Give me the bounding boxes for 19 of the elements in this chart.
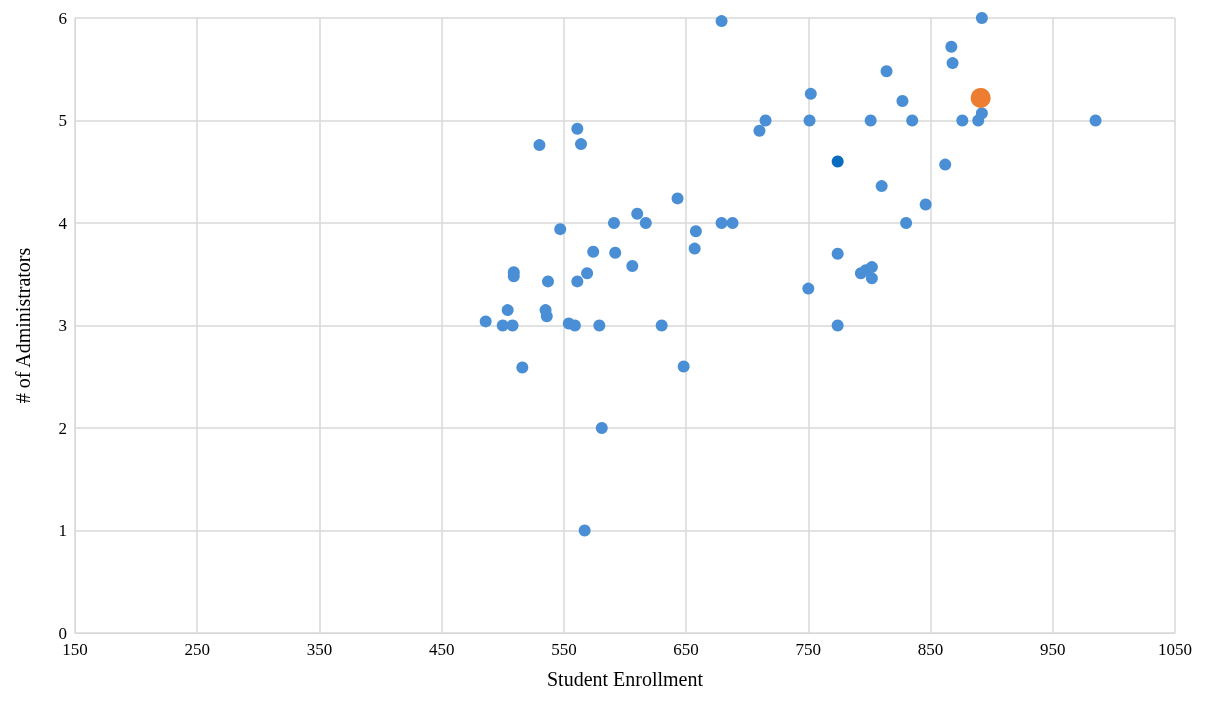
y-tick-label: 3 [58, 316, 67, 335]
x-tick-label: 550 [551, 640, 577, 659]
y-tick-label: 2 [58, 418, 67, 438]
x-tick-label: 150 [62, 640, 88, 659]
x-tick-label: 750 [795, 640, 822, 659]
y-tick-label: 4 [58, 213, 68, 233]
x-tick-label: 1050 [1158, 640, 1192, 659]
y-tick-label: 1 [58, 521, 67, 540]
y-tick-label: 5 [58, 111, 67, 130]
y-axis-title: # of Administrators [12, 247, 34, 404]
x-tick-label: 450 [428, 640, 455, 659]
x-tick-label: 250 [184, 640, 210, 659]
x-tick-label: 950 [1040, 640, 1066, 659]
x-axis-title: Student Enrollment [546, 668, 704, 690]
y-tick-label: 0 [58, 623, 67, 643]
x-tick-label: 850 [917, 640, 944, 659]
x-tick-label: 650 [673, 640, 699, 659]
y-tick-label: 6 [58, 8, 67, 28]
x-tick-label: 350 [306, 640, 333, 659]
